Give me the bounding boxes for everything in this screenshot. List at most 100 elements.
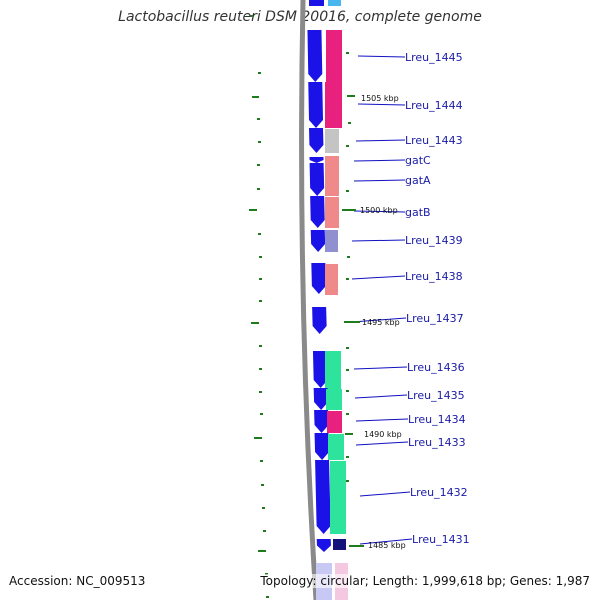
gene-label-line (355, 139, 406, 142)
minor-tick (346, 190, 349, 192)
scale-tick (260, 413, 263, 415)
gene-label-line (351, 317, 407, 323)
category-box (325, 264, 338, 295)
scale-label: 1505 kbp (361, 94, 399, 103)
category-box (333, 539, 346, 550)
scale-tick (258, 233, 261, 235)
minor-tick (346, 52, 349, 54)
gene-label: gatC (405, 154, 431, 167)
scale-label: 1495 kbp (362, 318, 400, 327)
gene-label: Lreu_1437 (406, 312, 464, 325)
gene-label: Lreu_1433 (408, 436, 466, 449)
category-box (325, 351, 341, 389)
category-box (325, 156, 339, 164)
scale-tick (254, 437, 262, 439)
gene-label-line (353, 179, 406, 182)
gene-label-line (355, 418, 409, 422)
category-box (326, 389, 342, 410)
gene-label: Lreu_1435 (407, 389, 465, 402)
scale-tick (262, 507, 265, 509)
gene-arrow-fragment (309, 0, 324, 6)
scale-tick (263, 530, 266, 532)
gene-label: Lreu_1439 (405, 234, 463, 247)
category-box (325, 129, 339, 153)
gene-label-line (355, 441, 409, 446)
gene-label: Lreu_1445 (405, 51, 463, 64)
minor-tick (346, 390, 349, 392)
gene-arrow (310, 196, 325, 228)
gene-label-line (359, 538, 413, 545)
gene-label: gatB (405, 206, 431, 219)
gene-arrow (309, 157, 324, 163)
category-box (327, 411, 342, 433)
category-box-fragment (328, 0, 341, 6)
gene-arrow (313, 388, 329, 410)
scale-tick (251, 322, 259, 324)
scale-tick (266, 596, 269, 598)
scale-tick (259, 368, 262, 370)
minor-tick (348, 122, 351, 124)
accession-label: Accession: (9, 574, 73, 588)
gene-label-line (353, 210, 406, 213)
gene-label-line (359, 491, 411, 497)
scale-label: 1490 kbp (364, 430, 402, 439)
gene-arrow (316, 539, 331, 552)
gene-label-line (353, 159, 406, 162)
gene-label-line (357, 55, 406, 58)
category-box (325, 82, 342, 128)
scale-label: 1485 kbp (368, 541, 406, 550)
gene-label: Lreu_1432 (410, 486, 468, 499)
gene-label: Lreu_1434 (408, 413, 466, 426)
gene-label: Lreu_1438 (405, 270, 463, 283)
minor-tick (347, 256, 350, 258)
scale-tick (252, 96, 259, 98)
accession-value: NC_009513 (76, 574, 146, 588)
scale-label: 1500 kbp (360, 206, 398, 215)
minor-tick (346, 456, 349, 458)
gene-arrow (315, 460, 331, 534)
gene-label: Lreu_1443 (405, 134, 463, 147)
gene-label: Lreu_1431 (412, 533, 470, 546)
accession-text: Accession: NC_009513 (9, 574, 145, 588)
scale-tick (261, 484, 264, 486)
gene-arrow (309, 128, 324, 153)
gene-label: Lreu_1436 (407, 361, 465, 374)
genome-backbone (299, 0, 319, 600)
scale-tick (258, 550, 266, 552)
topology-summary: Topology: circular; Length: 1,999,618 bp… (260, 574, 590, 588)
minor-tick (346, 369, 349, 371)
gene-label-line (351, 275, 406, 280)
category-box (325, 164, 339, 196)
gene-label-line (354, 394, 408, 399)
gene-arrow (309, 163, 325, 196)
category-box (326, 30, 342, 82)
minor-tick (346, 480, 349, 482)
gene-arrow (314, 410, 329, 433)
gene-label-line (353, 366, 408, 370)
scale-tick (257, 188, 260, 190)
map-title: Lactobacillus reuteri DSM 20016, complet… (118, 9, 482, 25)
scale-tick (257, 164, 260, 166)
category-box (325, 230, 338, 252)
scale-tick (259, 345, 262, 347)
scale-tick (258, 141, 261, 143)
scale-tick (257, 118, 260, 120)
gene-arrow (308, 82, 324, 128)
scale-tick (258, 72, 261, 74)
category-box (328, 434, 344, 460)
gene-label-line (357, 103, 406, 106)
gene-arrow (311, 263, 326, 294)
category-box (330, 461, 346, 534)
gene-arrow (312, 351, 328, 388)
gene-arrow (314, 433, 330, 460)
scale-tick (259, 300, 262, 302)
gene-arrow (312, 307, 327, 334)
scale-tick (259, 256, 262, 258)
scale-tick (259, 391, 262, 393)
scale-tick (250, 15, 253, 17)
scale-tick (249, 209, 257, 211)
minor-tick (346, 347, 349, 349)
gene-label: gatA (405, 174, 431, 187)
gene-label: Lreu_1444 (405, 99, 463, 112)
